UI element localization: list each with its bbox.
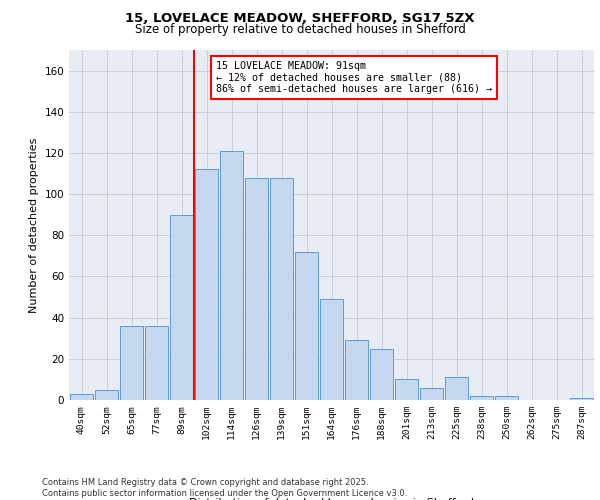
Bar: [370, 348, 393, 400]
Bar: [345, 340, 368, 400]
Bar: [245, 178, 268, 400]
Bar: [295, 252, 318, 400]
Bar: [445, 378, 468, 400]
Bar: [420, 388, 443, 400]
Bar: [470, 396, 493, 400]
Bar: [395, 380, 418, 400]
Text: Contains HM Land Registry data © Crown copyright and database right 2025.
Contai: Contains HM Land Registry data © Crown c…: [42, 478, 407, 498]
Bar: [495, 396, 518, 400]
Y-axis label: Number of detached properties: Number of detached properties: [29, 138, 39, 312]
Bar: [170, 214, 193, 400]
Bar: [120, 326, 143, 400]
Bar: [195, 170, 218, 400]
Bar: [570, 398, 593, 400]
Bar: [220, 151, 243, 400]
X-axis label: Distribution of detached houses by size in Shefford: Distribution of detached houses by size …: [189, 498, 474, 500]
Bar: [145, 326, 168, 400]
Bar: [270, 178, 293, 400]
Text: Size of property relative to detached houses in Shefford: Size of property relative to detached ho…: [134, 22, 466, 36]
Bar: [320, 299, 343, 400]
Text: 15 LOVELACE MEADOW: 91sqm
← 12% of detached houses are smaller (88)
86% of semi-: 15 LOVELACE MEADOW: 91sqm ← 12% of detac…: [216, 60, 492, 94]
Bar: [95, 390, 118, 400]
Bar: [70, 394, 93, 400]
Text: 15, LOVELACE MEADOW, SHEFFORD, SG17 5ZX: 15, LOVELACE MEADOW, SHEFFORD, SG17 5ZX: [125, 12, 475, 25]
